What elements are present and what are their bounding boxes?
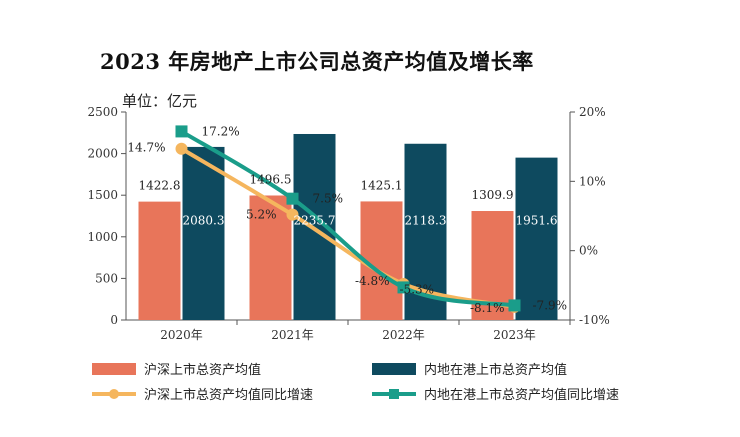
y-left-tick-label: 1000 bbox=[87, 230, 118, 244]
data-label-shsz-asset: 1425.1 bbox=[361, 178, 403, 192]
y-right-tick-label: -10% bbox=[579, 313, 610, 327]
chart-title: 2023 年房地产上市公司总资产均值及增长率 bbox=[100, 49, 534, 74]
y-left-tick-label: 2000 bbox=[87, 147, 118, 161]
point-hk-growth bbox=[286, 192, 299, 205]
legend-marker bbox=[109, 389, 119, 399]
y-left-tick-label: 2500 bbox=[87, 105, 118, 119]
y-left-tick-label: 500 bbox=[95, 271, 118, 285]
line-shsz-growth bbox=[180, 147, 515, 309]
data-label-shsz-asset: 1309.9 bbox=[472, 188, 514, 202]
data-label-hk-growth: -5.3% bbox=[400, 282, 435, 296]
data-label-hk-asset: 2080.3 bbox=[183, 213, 225, 227]
data-label-shsz-asset: 1422.8 bbox=[139, 179, 181, 193]
data-label-hk-growth: -7.9% bbox=[533, 298, 568, 312]
legend-marker bbox=[389, 389, 399, 399]
x-tick-label: 2023年 bbox=[493, 328, 536, 342]
point-shsz-growth bbox=[175, 142, 188, 155]
data-label-shsz-growth: -4.8% bbox=[355, 274, 390, 288]
bar-hk-asset bbox=[182, 146, 225, 320]
point-shsz-growth bbox=[286, 208, 299, 221]
legend-label: 沪深上市总资产均值 bbox=[144, 362, 261, 378]
y-left-tick-label: 1500 bbox=[87, 188, 118, 202]
y-right-tick-label: 10% bbox=[579, 174, 606, 188]
legend-label: 内地在港上市总资产均值 bbox=[424, 362, 567, 378]
data-label-hk-asset: 2235.7 bbox=[294, 213, 336, 227]
legend-swatch bbox=[372, 363, 416, 375]
bar-shsz-asset bbox=[249, 195, 292, 320]
point-hk-growth bbox=[508, 299, 521, 312]
legend-label: 内地在港上市总资产均值同比增速 bbox=[424, 387, 619, 403]
data-label-hk-growth: 7.5% bbox=[313, 192, 344, 206]
bar-shsz-asset bbox=[138, 201, 181, 320]
data-label-shsz-asset: 1496.5 bbox=[250, 172, 292, 186]
x-tick-label: 2021年 bbox=[271, 328, 314, 342]
legend-label: 沪深上市总资产均值同比增速 bbox=[144, 387, 313, 403]
data-label-hk-growth: 17.2% bbox=[202, 124, 240, 138]
bar-hk-asset bbox=[515, 157, 558, 320]
y-right-tick-label: 0% bbox=[579, 244, 598, 258]
data-label-hk-asset: 2118.3 bbox=[405, 213, 447, 227]
data-label-shsz-growth: 5.2% bbox=[246, 208, 277, 222]
unit-label: 单位：亿元 bbox=[122, 92, 198, 110]
data-label-shsz-growth: 14.7% bbox=[127, 141, 165, 155]
data-label-hk-asset: 1951.6 bbox=[516, 213, 558, 227]
line-hk-growth bbox=[180, 129, 515, 308]
y-left-tick-label: 0 bbox=[110, 313, 118, 327]
data-label-shsz-growth: -8.1% bbox=[470, 301, 505, 315]
legend-swatch bbox=[92, 363, 136, 375]
x-tick-label: 2020年 bbox=[160, 328, 203, 342]
point-hk-growth bbox=[397, 281, 410, 294]
x-tick-label: 2022年 bbox=[382, 328, 425, 342]
point-hk-growth bbox=[175, 125, 188, 138]
y-right-tick-label: 20% bbox=[579, 105, 606, 119]
